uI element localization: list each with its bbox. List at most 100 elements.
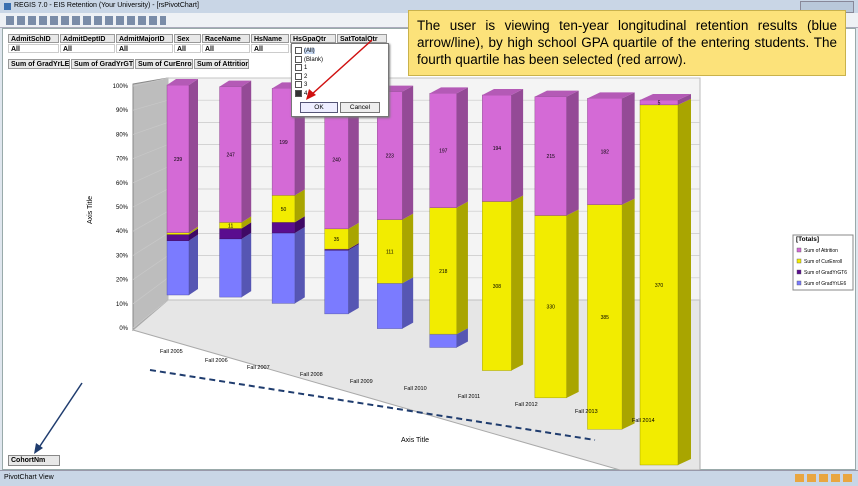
status-text: PivotChart View [4,474,54,481]
filter-field[interactable]: AdmitMajorID [116,34,173,43]
x-tick-label: Fall 2007 [247,365,270,371]
data-field[interactable]: Sum of GradYrLE6 [8,59,70,69]
data-label: 50 [281,207,287,213]
bar-side [402,85,414,220]
dropdown-item[interactable]: (All) [295,47,315,55]
checkbox[interactable] [295,81,302,89]
grid-line [132,77,700,87]
filter-value: All [116,44,173,53]
data-label: 223 [386,154,395,160]
bar-segment [639,98,691,466]
item-label: (All) [304,48,315,55]
annotation-note: The user is viewing ten-year longitudina… [408,10,846,76]
filter-value: All [174,44,201,53]
bar-segment [429,201,468,335]
y-tick-label: 50% [116,205,129,211]
bar-front [166,240,190,296]
bar-side [456,87,468,208]
data-field[interactable]: Sum of GradYrGT6 [71,59,134,69]
y-tick-label: 0% [119,326,128,332]
checkbox[interactable] [295,90,302,97]
bar-top [534,90,579,97]
bar-front [377,283,403,329]
data-field[interactable]: Sum of Attrition [194,59,249,69]
bar-front [271,232,296,304]
x-tick-label: Fall 2013 [575,409,598,415]
bar-front [166,234,190,241]
bar-segment [534,209,579,399]
bar-segment [639,94,691,106]
checkbox[interactable] [295,72,302,80]
data-label: 11 [228,223,233,229]
filter-field[interactable]: HsGpaQtr [290,34,336,43]
legend-label: Sum of Attrition [804,248,838,254]
dropdown-item[interactable]: 4 [295,90,307,98]
dropdown-item[interactable]: 1 [295,64,307,72]
data-field[interactable]: Sum of CurEnroll [135,59,193,69]
item-label: 3 [304,82,308,89]
bar-segment [377,213,414,284]
bar-segment [324,244,359,315]
bar-side [294,226,305,304]
bar-front [377,219,403,284]
filter-field[interactable]: Sex [174,34,201,43]
checkbox[interactable] [295,47,302,54]
bar-side [348,244,359,314]
bar-side [622,92,635,205]
data-label: 199 [279,140,288,146]
bar-side [189,79,198,233]
bar-front [429,93,457,208]
bar-segment [429,328,468,348]
legend-title: [Totals] [796,236,819,243]
y-tick-label: 80% [116,132,129,138]
bar-segment [324,84,359,230]
x-tick-label: Fall 2012 [515,402,538,408]
y-tick-label: 100% [113,84,129,90]
data-label: 218 [439,269,448,275]
data-label: 370 [655,283,664,289]
view-buttons[interactable] [795,474,853,482]
data-label: 5 [658,100,661,106]
bar-side [241,216,252,229]
category-field-button[interactable]: CohortNm [8,455,60,466]
cancel-button[interactable]: Cancel [340,102,380,113]
bar-side [511,89,524,202]
legend-box [792,234,854,291]
ok-button[interactable]: OK [300,102,338,113]
filter-value: All [202,44,250,53]
x-tick-label: Fall 2008 [300,372,323,378]
bar-side [456,328,468,348]
filter-field[interactable]: RaceName [202,34,250,43]
bar-side [678,98,691,465]
checkbox[interactable] [295,64,302,72]
bar-side [622,198,635,430]
checkbox[interactable] [295,55,302,63]
filter-field[interactable]: SatTotalQtr [337,34,387,43]
bar-top [482,89,524,95]
dropdown-item[interactable]: (Blank) [295,55,323,64]
bar-side [566,90,579,216]
bar-side [294,189,305,223]
bar-side [189,226,198,235]
bar-side [678,94,691,105]
dropdown-item[interactable]: 3 [295,81,307,89]
filter-field[interactable]: AdmitSchID [8,34,59,43]
filter-field[interactable]: AdmitDeptID [60,34,115,43]
bar-front [534,215,567,399]
toolbar-icons[interactable] [6,16,166,25]
blue-arrowhead [34,443,43,454]
filter-value: All [60,44,115,53]
bar-top [429,87,468,94]
bar-side [348,243,359,251]
bar-top [167,79,198,85]
x-tick-label: Fall 2009 [350,379,373,385]
bar-front [482,94,512,202]
item-label: 1 [304,65,308,72]
bar-segment [271,226,305,304]
x-tick-label: Fall 2011 [458,394,480,400]
filter-field[interactable]: HsName [251,34,289,43]
filter-dropdown: (All) (Blank) 1 2 3 4 OK Cancel [291,43,389,117]
bar-segment [482,89,524,202]
dropdown-item[interactable]: 2 [295,72,307,81]
